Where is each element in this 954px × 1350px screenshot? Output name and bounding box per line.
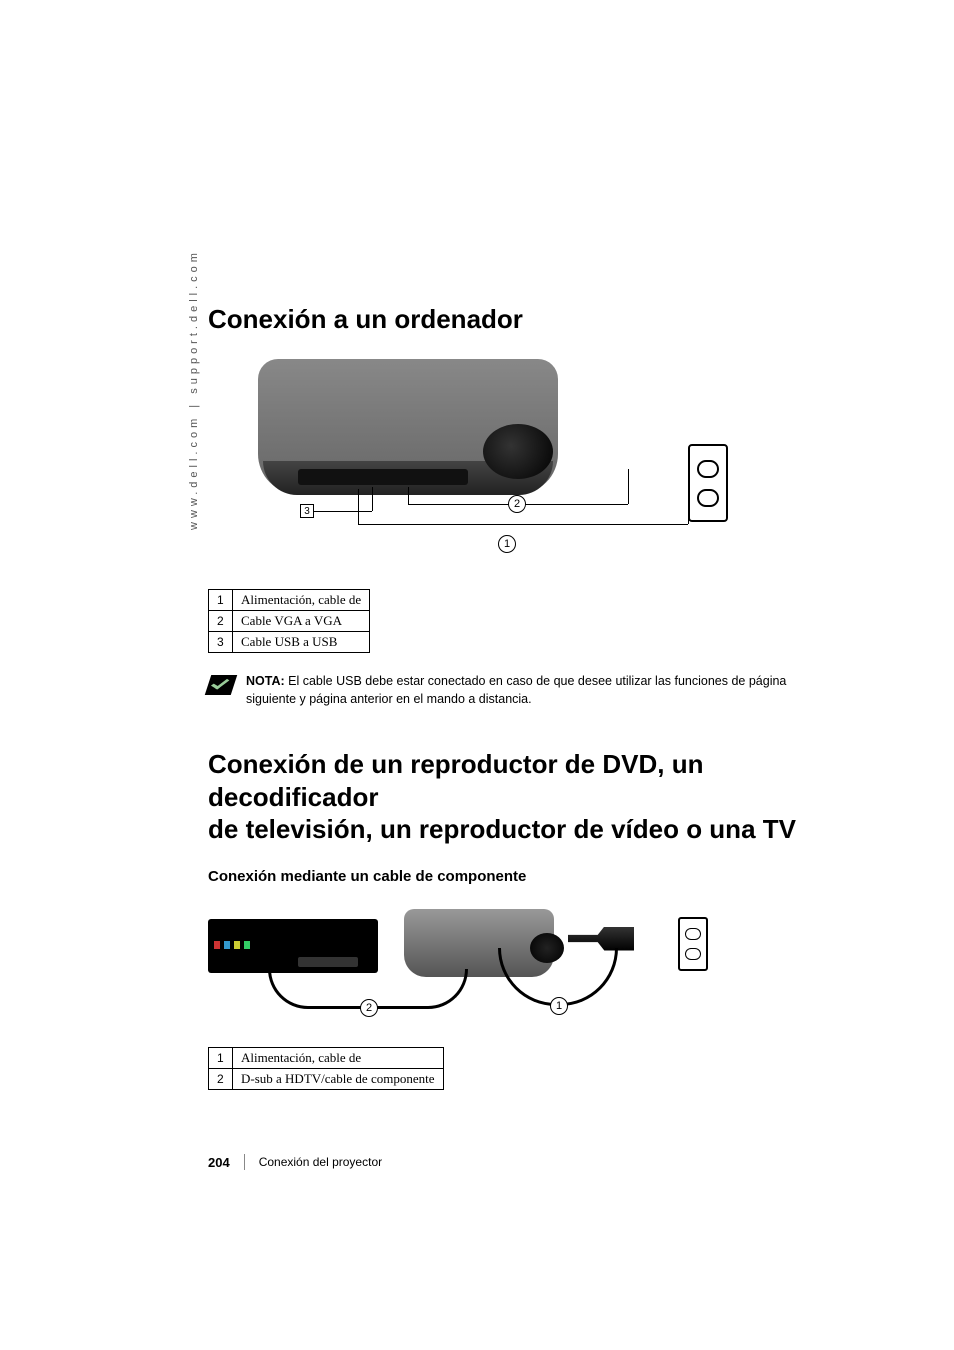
leader-line [312,511,372,512]
leader-line [408,487,409,504]
note-body: El cable USB debe estar conectado en cas… [246,674,786,706]
table-row: 3 Cable USB a USB [209,632,370,653]
dvd-lights [214,941,250,949]
table-cables-1: 1 Alimentación, cable de 2 Cable VGA a V… [208,589,370,653]
table-cell-label: D-sub a HDTV/cable de componente [233,1068,444,1089]
footer-label: Conexión del proyector [259,1155,382,1169]
dvd-player [208,919,378,973]
callout-1: 1 [550,997,568,1015]
section2-subtitle: Conexión mediante un cable de componente [208,868,818,885]
note-label: NOTA: [246,674,285,688]
section2-title-line2: de televisión, un reproductor de vídeo o… [208,814,796,844]
leader-line [688,454,689,524]
callout-2: 2 [360,999,378,1017]
table-cell-label: Alimentación, cable de [233,590,370,611]
projector-io-panel [298,469,468,485]
power-outlet [688,444,728,522]
page-number: 204 [208,1155,230,1170]
table-cell-num: 2 [209,611,233,632]
leader-line [372,487,373,511]
leader-line [628,469,629,504]
figure-dvd-connection: 2 1 [208,903,708,1013]
callout-3: 3 [300,504,314,518]
callout-1: 1 [498,535,516,553]
figure-computer-connection: 1 2 3 [208,359,728,559]
table-row: 1 Alimentación, cable de [209,590,370,611]
leader-line [358,489,359,524]
main-content: Conexión a un ordenador 1 2 3 [208,304,818,1090]
note-text: NOTA: El cable USB debe estar conectado … [246,673,818,708]
table-cell-num: 2 [209,1068,233,1089]
leader-line [358,524,688,525]
table-cell-num: 1 [209,1047,233,1068]
outlet-hole [685,928,701,940]
table-cables-2: 1 Alimentación, cable de 2 D-sub a HDTV/… [208,1047,444,1090]
footer-separator [244,1154,245,1170]
section1-title: Conexión a un ordenador [208,304,818,335]
section2-title: Conexión de un reproductor de DVD, un de… [208,748,818,846]
power-outlet-small [678,917,708,971]
note-check-icon [205,675,237,695]
note-block: NOTA: El cable USB debe estar conectado … [208,673,818,708]
table-row: 1 Alimentación, cable de [209,1047,444,1068]
table-cell-num: 3 [209,632,233,653]
table-row: 2 Cable VGA a VGA [209,611,370,632]
callout-2: 2 [508,495,526,513]
dvd-slot [298,957,358,967]
outlet-hole [685,948,701,960]
power-plug [568,927,634,951]
table-cell-label: Cable USB a USB [233,632,370,653]
table-cell-num: 1 [209,590,233,611]
section2-title-line1: Conexión de un reproductor de DVD, un de… [208,749,703,812]
outlet-hole [697,460,719,478]
side-url: www.dell.com | support.dell.com [188,249,200,530]
table-row: 2 D-sub a HDTV/cable de componente [209,1068,444,1089]
table-cell-label: Alimentación, cable de [233,1047,444,1068]
table-cell-label: Cable VGA a VGA [233,611,370,632]
page-footer: 204 Conexión del proyector [208,1154,382,1170]
outlet-hole [697,489,719,507]
projector-lens [483,424,553,479]
